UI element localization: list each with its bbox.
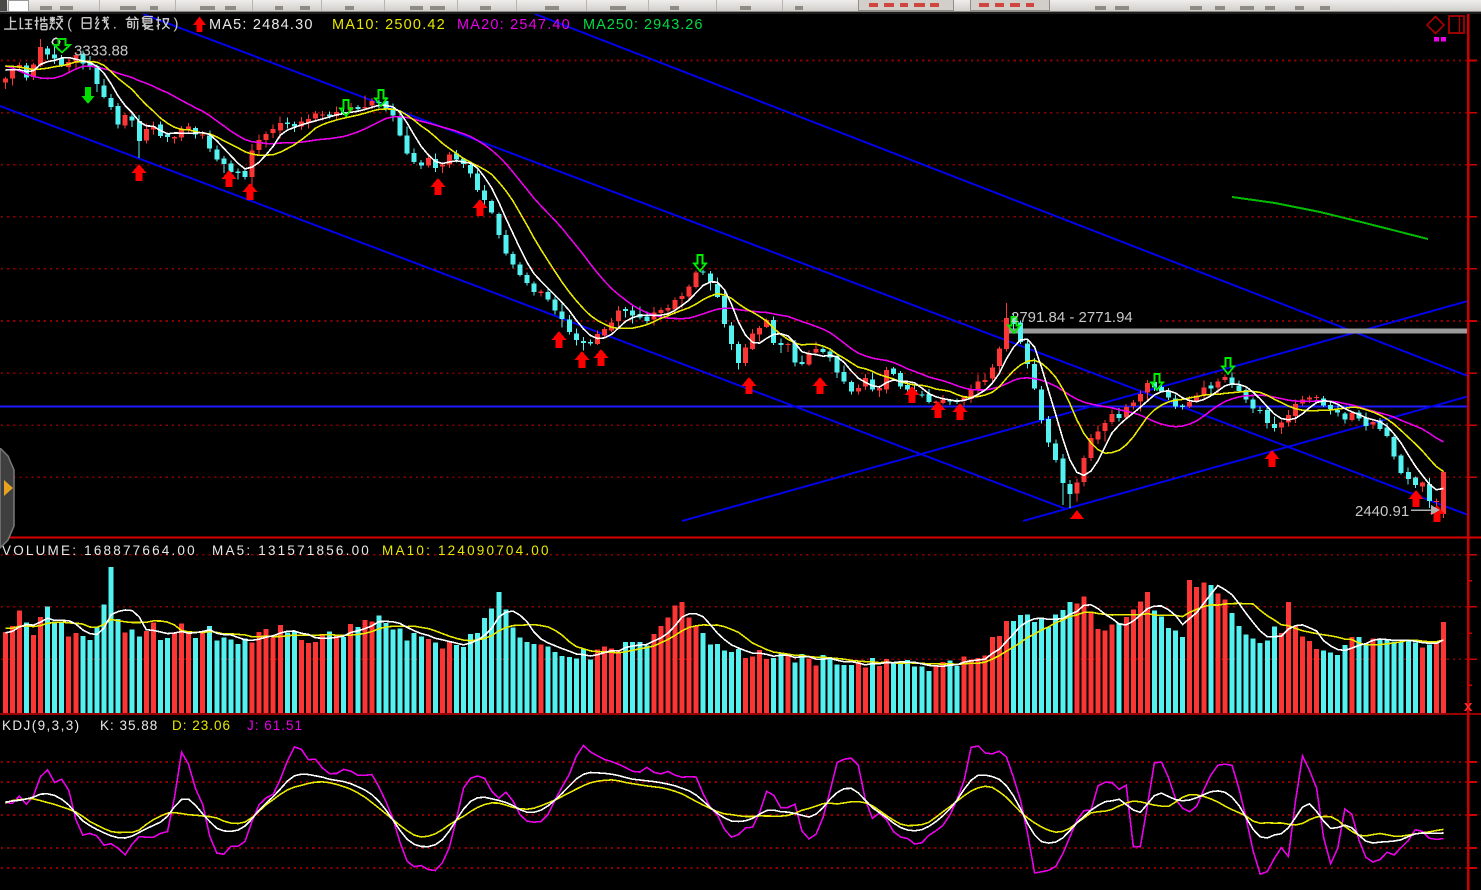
svg-text:3333.88: 3333.88 [74,43,128,60]
svg-text:D: 23.06: D: 23.06 [172,718,231,733]
svg-text:.: . [113,16,117,32]
svg-text:MA10: 2500.42: MA10: 2500.42 [332,17,446,33]
svg-text:MA5: 2484.30: MA5: 2484.30 [209,17,314,33]
svg-text:VOLUME: 168877664.00: VOLUME: 168877664.00 [2,543,197,558]
svg-text:2440.91: 2440.91 [1355,503,1409,520]
svg-text:MA5: 131571856.00: MA5: 131571856.00 [212,543,371,558]
svg-text:J: 61.51: J: 61.51 [247,718,303,733]
svg-text:MA250: 2943.26: MA250: 2943.26 [583,17,703,33]
svg-text:): ) [174,16,179,32]
svg-text:x: x [1464,698,1473,715]
svg-text:2791.84 - 2771.94: 2791.84 - 2771.94 [1011,309,1133,326]
svg-text:MA10: 124090704.00: MA10: 124090704.00 [382,543,551,558]
svg-text:(: ( [67,16,72,32]
svg-text:K: 35.88: K: 35.88 [100,718,158,733]
svg-text:KDJ(9,3,3): KDJ(9,3,3) [2,718,81,733]
svg-text:MA20: 2547.40: MA20: 2547.40 [457,17,571,33]
